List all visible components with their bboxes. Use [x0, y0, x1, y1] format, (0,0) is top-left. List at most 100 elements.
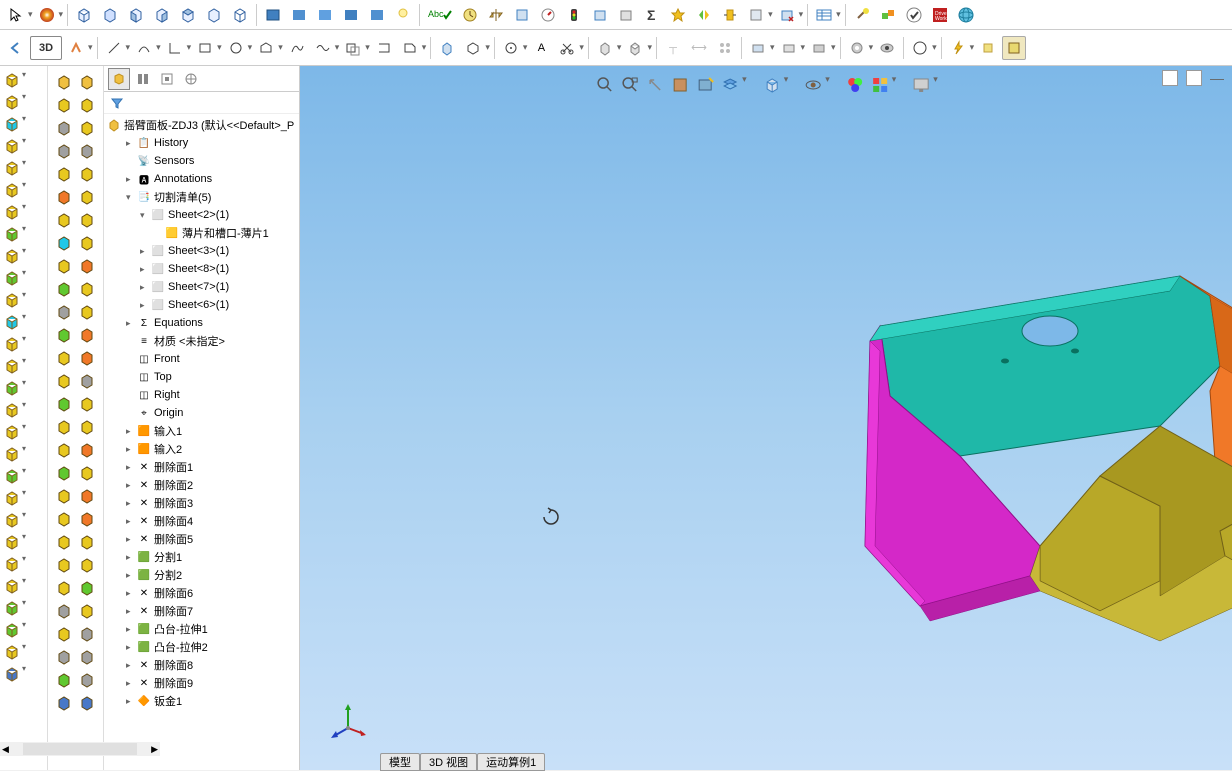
left-tool-17a[interactable] [2, 444, 22, 464]
left-tool-15a[interactable] [2, 400, 22, 420]
left-tool-16a[interactable] [2, 422, 22, 442]
expander-icon[interactable]: ▸ [126, 642, 136, 653]
expander-icon[interactable]: ▸ [126, 480, 136, 491]
feat-tool-22a[interactable] [53, 577, 75, 599]
tree-item-28[interactable]: ▸🟩凸台-拉伸2 [104, 638, 299, 656]
cube-d-btn[interactable] [614, 3, 638, 27]
left-tool-8a[interactable] [2, 246, 22, 266]
offset-btn[interactable] [341, 36, 365, 60]
expander-icon[interactable]: ▸ [126, 174, 136, 185]
feat-tool-18a[interactable] [53, 485, 75, 507]
rect-v-btn[interactable] [1002, 36, 1026, 60]
3d-dd-btn[interactable] [64, 36, 88, 60]
expander-icon[interactable]: ▸ [126, 534, 136, 545]
view-right-btn[interactable] [150, 3, 174, 27]
clock-btn[interactable] [458, 3, 482, 27]
traffic-btn[interactable] [562, 3, 586, 27]
tree-item-9[interactable]: ▸⬜Sheet<6>(1) [104, 296, 299, 314]
trim-btn[interactable] [372, 36, 396, 60]
expander-icon[interactable]: ▸ [126, 318, 136, 329]
left-tool-11a[interactable] [2, 312, 22, 332]
tree-item-5[interactable]: 🟨薄片和槽口-薄片1 [104, 224, 299, 242]
tree-item-20[interactable]: ▸✕删除面3 [104, 494, 299, 512]
left-tool-18a[interactable] [2, 466, 22, 486]
expander-icon[interactable]: ▸ [126, 570, 136, 581]
join-btn[interactable]: ┬ [661, 36, 685, 60]
vp-close-btn[interactable]: — [1210, 70, 1224, 86]
expander-icon[interactable]: ▸ [126, 462, 136, 473]
shaded4-btn[interactable] [339, 3, 363, 27]
rect-btn[interactable] [193, 36, 217, 60]
tab-model[interactable]: 模型 [380, 753, 420, 771]
feat-tool-8b[interactable] [76, 255, 98, 277]
tree-root[interactable]: 摇臂面板-ZDJ3 (默认<<Default>_P [104, 116, 299, 134]
cube-b-btn[interactable] [623, 36, 647, 60]
tree-item-14[interactable]: ◫Right [104, 386, 299, 404]
feat-tool-2b[interactable] [76, 117, 98, 139]
tree-item-1[interactable]: 📡Sensors [104, 152, 299, 170]
left-tool-26a[interactable] [2, 642, 22, 662]
view-front-btn[interactable] [72, 3, 96, 27]
sigma-btn[interactable]: Σ [640, 3, 664, 27]
feat-tool-10b[interactable] [76, 301, 98, 323]
tree-item-11[interactable]: ≡材质 <未指定> [104, 332, 299, 350]
feat-tool-26b[interactable] [76, 669, 98, 691]
tree-item-24[interactable]: ▸🟩分割2 [104, 566, 299, 584]
tree-item-17[interactable]: ▸🟧输入2 [104, 440, 299, 458]
expander-icon[interactable]: ▸ [126, 516, 136, 527]
pattern-v-btn[interactable] [869, 74, 891, 96]
appearance-btn[interactable] [35, 3, 59, 27]
circle-v-btn[interactable] [908, 36, 932, 60]
left-tool-6a[interactable] [2, 202, 22, 222]
tree-tab-config[interactable] [132, 68, 154, 90]
expander-icon[interactable]: ▸ [126, 660, 136, 671]
left-tool-25a[interactable] [2, 620, 22, 640]
sw-logo-btn[interactable]: DriveWorks [928, 3, 952, 27]
tab-3dview[interactable]: 3D 视图 [420, 753, 477, 771]
tree-item-21[interactable]: ▸✕删除面4 [104, 512, 299, 530]
tree-item-13[interactable]: ◫Top [104, 368, 299, 386]
left-tool-7a[interactable] [2, 224, 22, 244]
filter-btn[interactable] [108, 94, 126, 112]
expander-icon[interactable]: ▸ [126, 588, 136, 599]
feat-tool-5a[interactable] [53, 186, 75, 208]
feat-tool-13b[interactable] [76, 370, 98, 392]
drop-btn[interactable] [744, 3, 768, 27]
spline-btn[interactable] [285, 36, 309, 60]
expander-icon[interactable]: ▸ [126, 624, 136, 635]
tree-scroll-h[interactable]: ◀ ▶ [104, 742, 160, 756]
expander-icon[interactable]: ▸ [140, 300, 150, 311]
feat-tool-0a[interactable] [53, 71, 75, 93]
feat-tool-25a[interactable] [53, 646, 75, 668]
feat-tool-2a[interactable] [53, 117, 75, 139]
arc-btn[interactable] [132, 36, 156, 60]
cubes-btn[interactable] [876, 3, 900, 27]
left-tool-0a[interactable] [2, 70, 22, 90]
feat-tool-19a[interactable] [53, 508, 75, 530]
feat-tool-1a[interactable] [53, 94, 75, 116]
vp-max-btn[interactable] [1186, 70, 1202, 86]
feat-tool-12a[interactable] [53, 347, 75, 369]
feat-tool-4b[interactable] [76, 163, 98, 185]
expander-icon[interactable]: ▸ [126, 138, 136, 149]
feat-tool-15b[interactable] [76, 416, 98, 438]
body3-btn[interactable] [807, 36, 831, 60]
corner-btn[interactable] [163, 36, 187, 60]
eye-btn[interactable] [875, 36, 899, 60]
wave-btn[interactable] [311, 36, 335, 60]
tree-item-16[interactable]: ▸🟧输入1 [104, 422, 299, 440]
left-tool-14a[interactable] [2, 378, 22, 398]
shaded3-btn[interactable] [313, 3, 337, 27]
expander-icon[interactable]: ▾ [126, 192, 136, 203]
tree-tab-display[interactable] [156, 68, 178, 90]
tree-item-10[interactable]: ▸ΣEquations [104, 314, 299, 332]
tree-item-22[interactable]: ▸✕删除面5 [104, 530, 299, 548]
feat-tool-24a[interactable] [53, 623, 75, 645]
feat-tool-15a[interactable] [53, 416, 75, 438]
view-left-btn[interactable] [124, 3, 148, 27]
zoom-btn[interactable] [594, 74, 616, 96]
feat-tool-23a[interactable] [53, 600, 75, 622]
feat-tool-23b[interactable] [76, 600, 98, 622]
expander-icon[interactable]: ▾ [140, 210, 150, 221]
expander-icon[interactable]: ▸ [126, 606, 136, 617]
